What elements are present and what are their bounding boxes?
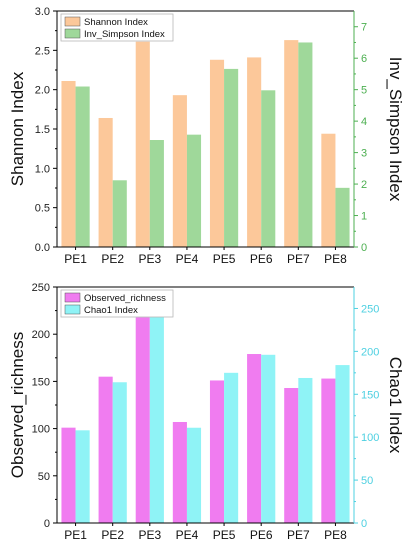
diversity-right-tick-label: 0 bbox=[361, 242, 367, 254]
diversity-right-tick-label: 6 bbox=[361, 53, 367, 65]
diversity-x-tick-label: PE8 bbox=[324, 252, 347, 266]
richness-bar-right-pe1 bbox=[75, 430, 90, 523]
diversity-left-tick-label: 3.0 bbox=[35, 6, 50, 18]
diversity-right-tick-label: 3 bbox=[361, 148, 367, 160]
diversity-x-tick-label: PE3 bbox=[138, 252, 161, 266]
richness-bar-left-pe2 bbox=[98, 376, 113, 523]
richness-bar-left-pe7 bbox=[284, 388, 299, 523]
richness-left-tick-label: 50 bbox=[38, 471, 50, 483]
richness-left-tick-label: 150 bbox=[32, 376, 50, 388]
diversity-right-axis-title: Inv_Simpson Index bbox=[386, 57, 405, 202]
richness-legend-swatch bbox=[64, 304, 81, 315]
richness-right-tick-label: 150 bbox=[361, 389, 379, 401]
diversity-bar-left-pe8 bbox=[321, 133, 336, 247]
diversity-chart: 0.0 0.5 1.0 1.5 2.0 2.5 3.0 0 1 2 3 4 5 6 7 PE1 PE2 PE3 PE… bbox=[8, 6, 405, 266]
richness-bar-right-pe7 bbox=[298, 377, 313, 523]
richness-left-axis-title: Observed_richness bbox=[8, 332, 27, 478]
richness-bar-left-pe8 bbox=[321, 378, 336, 523]
richness-x-tick-label: PE7 bbox=[287, 528, 310, 542]
richness-right-tick-label: 50 bbox=[361, 475, 373, 487]
richness-right-axis-title: Chao1 Index bbox=[386, 357, 405, 454]
richness-right-tick-label: 100 bbox=[361, 432, 379, 444]
diversity-left-tick-label: 0.5 bbox=[35, 203, 50, 215]
diversity-right-tick-label: 4 bbox=[361, 116, 367, 128]
diversity-left-axis-title: Shannon Index bbox=[8, 71, 27, 186]
diversity-bar-right-pe5 bbox=[224, 68, 239, 248]
diversity-right-tick-label: 1 bbox=[361, 211, 367, 223]
diversity-right-tick-label: 5 bbox=[361, 85, 367, 97]
diversity-x-tick-label: PE4 bbox=[176, 252, 199, 266]
richness-bar-right-pe2 bbox=[112, 382, 127, 523]
diversity-left-tick-label: 2.0 bbox=[35, 85, 50, 97]
diversity-left-tick-label: 1.0 bbox=[35, 163, 50, 175]
diversity-bar-left-pe2 bbox=[98, 117, 113, 248]
diversity-bar-left-pe5 bbox=[209, 59, 225, 247]
diversity-x-tick-label: PE1 bbox=[64, 252, 87, 266]
diversity-bar-left-pe7 bbox=[284, 40, 299, 247]
richness-x-tick-label: PE5 bbox=[213, 528, 236, 542]
richness-legend-label: Chao1 Index bbox=[84, 305, 138, 316]
richness-left-tick-label: 0 bbox=[44, 518, 50, 530]
diversity-bar-right-pe6 bbox=[261, 90, 276, 247]
diversity-bar-right-pe1 bbox=[75, 86, 90, 248]
richness-x-tick-label: PE4 bbox=[176, 528, 199, 542]
diversity-x-tick-label: PE5 bbox=[213, 252, 236, 266]
diversity-bar-right-pe2 bbox=[112, 180, 127, 247]
diversity-legend-label: Shannon Index bbox=[84, 17, 148, 28]
richness-bar-right-pe5 bbox=[224, 372, 239, 523]
diversity-x-tick-label: PE6 bbox=[250, 252, 273, 266]
diversity-left-tick-label: 2.5 bbox=[35, 45, 50, 57]
richness-x-tick-label: PE2 bbox=[101, 528, 124, 542]
richness-bar-left-pe3 bbox=[135, 317, 150, 523]
richness-legend-label: Observed_richness bbox=[84, 293, 166, 304]
richness-x-tick-label: PE6 bbox=[250, 528, 273, 542]
richness-bar-right-pe4 bbox=[186, 427, 202, 523]
diversity-x-tick-label: PE2 bbox=[101, 252, 124, 266]
richness-bar-right-pe6 bbox=[261, 354, 276, 523]
richness-legend-swatch bbox=[64, 292, 81, 303]
diversity-x-tick-label: PE7 bbox=[287, 252, 310, 266]
diversity-bar-left-pe4 bbox=[172, 95, 187, 247]
richness-bar-right-pe3 bbox=[149, 315, 164, 523]
richness-right-tick-label: 0 bbox=[361, 518, 367, 530]
richness-left-tick-label: 100 bbox=[32, 424, 50, 436]
diversity-bar-left-pe6 bbox=[247, 57, 262, 247]
diversity-bar-right-pe4 bbox=[186, 134, 202, 247]
diversity-left-tick-label: 0.0 bbox=[35, 242, 50, 254]
richness-x-tick-label: PE1 bbox=[64, 528, 87, 542]
diversity-bar-right-pe8 bbox=[335, 187, 350, 247]
diversity-legend-label: Inv_Simpson Index bbox=[84, 29, 165, 40]
diversity-left-tick-label: 1.5 bbox=[35, 124, 50, 136]
richness-right-tick-label: 200 bbox=[361, 346, 379, 358]
diversity-bar-left-pe3 bbox=[135, 41, 150, 248]
richness-chart: 0 50 100 150 200 250 0 50 100 150 200 250 PE1 PE2 PE3 P… bbox=[8, 282, 405, 542]
richness-bar-left-pe5 bbox=[209, 380, 225, 523]
richness-bar-left-pe6 bbox=[247, 354, 262, 523]
richness-left-tick-label: 250 bbox=[32, 282, 50, 294]
richness-left-tick-label: 200 bbox=[32, 329, 50, 341]
diversity-legend-swatch bbox=[64, 28, 81, 39]
diversity-right-tick-label: 2 bbox=[361, 179, 367, 191]
diversity-legend-swatch bbox=[64, 16, 81, 27]
richness-bar-left-pe1 bbox=[61, 427, 76, 523]
diversity-bar-right-pe3 bbox=[149, 140, 164, 247]
richness-x-tick-label: PE3 bbox=[138, 528, 161, 542]
richness-right-tick-label: 250 bbox=[361, 303, 379, 315]
diversity-bar-left-pe1 bbox=[61, 81, 76, 247]
diversity-bar-right-pe7 bbox=[298, 42, 313, 247]
richness-bar-right-pe8 bbox=[335, 365, 350, 523]
diversity-right-tick-label: 7 bbox=[361, 22, 367, 34]
richness-x-tick-label: PE8 bbox=[324, 528, 347, 542]
richness-bar-left-pe4 bbox=[172, 421, 187, 523]
